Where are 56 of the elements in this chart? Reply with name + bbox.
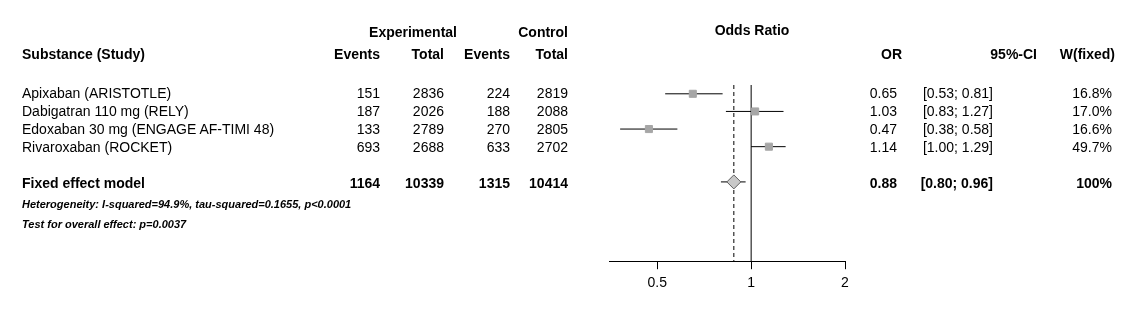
text: 270 <box>486 121 510 137</box>
text: Heterogeneity: I-squared=94.9%, tau-squared=0.1655, p<0.0001 <box>22 198 352 210</box>
text: [0.38; 0.58] <box>922 121 993 137</box>
text: 151 <box>356 85 380 101</box>
text: W(fixed) <box>1059 46 1115 62</box>
text: Test for overall effect: p=0.0037 <box>22 218 187 230</box>
chart-title: Odds Ratio <box>714 22 790 38</box>
text: 10339 <box>405 175 444 191</box>
text: 100% <box>1076 175 1112 191</box>
text: Control <box>518 24 568 40</box>
text: OR <box>881 46 902 62</box>
text: 1.14 <box>869 139 897 155</box>
text: 0.47 <box>869 121 897 137</box>
text: 1164 <box>349 175 380 191</box>
text: 693 <box>356 139 380 155</box>
text: Dabigatran 110 mg (RELY) <box>22 103 189 119</box>
text: Edoxaban 30 mg (ENGAGE AF-TIMI 48) <box>22 121 275 137</box>
text: 224 <box>486 85 510 101</box>
text: 16.6% <box>1072 121 1112 137</box>
text: [0.83; 1.27] <box>922 103 993 119</box>
text: 188 <box>486 103 510 119</box>
text: 2805 <box>536 121 568 137</box>
text: 95%-CI <box>990 46 1037 62</box>
text: Rivaroxaban (ROCKET) <box>22 139 173 155</box>
text: [0.53; 0.81] <box>922 85 993 101</box>
text: Events <box>334 46 380 62</box>
text: 2836 <box>412 85 444 101</box>
text: Total <box>535 46 568 62</box>
text: 2088 <box>536 103 568 119</box>
text: 187 <box>356 103 380 119</box>
text: 2026 <box>412 103 444 119</box>
text: [0.80; 0.96] <box>920 175 993 191</box>
text: Fixed effect model <box>22 175 145 191</box>
text: Events <box>464 46 510 62</box>
text: 49.7% <box>1072 139 1112 155</box>
text: 1.03 <box>869 103 897 119</box>
text: 2702 <box>536 139 568 155</box>
text: 2819 <box>536 85 568 101</box>
text: 2789 <box>412 121 444 137</box>
text: 1315 <box>478 175 510 191</box>
text: Experimental <box>369 24 457 40</box>
text: 0.65 <box>869 85 897 101</box>
text: 10414 <box>529 175 568 191</box>
text: Apixaban (ARISTOTLE) <box>22 85 172 101</box>
text: 17.0% <box>1072 103 1112 119</box>
text: 633 <box>486 139 510 155</box>
text: 0.88 <box>869 175 897 191</box>
x-tick-label: 0.5 <box>647 274 668 291</box>
text: 16.8% <box>1072 85 1112 101</box>
text: Substance (Study) <box>22 46 145 62</box>
x-tick-label: 2 <box>841 274 850 291</box>
text: [1.00; 1.29] <box>922 139 993 155</box>
text: 2688 <box>412 139 444 155</box>
x-tick-label: 1 <box>747 274 756 291</box>
text: Total <box>411 46 444 62</box>
text: 133 <box>356 121 380 137</box>
